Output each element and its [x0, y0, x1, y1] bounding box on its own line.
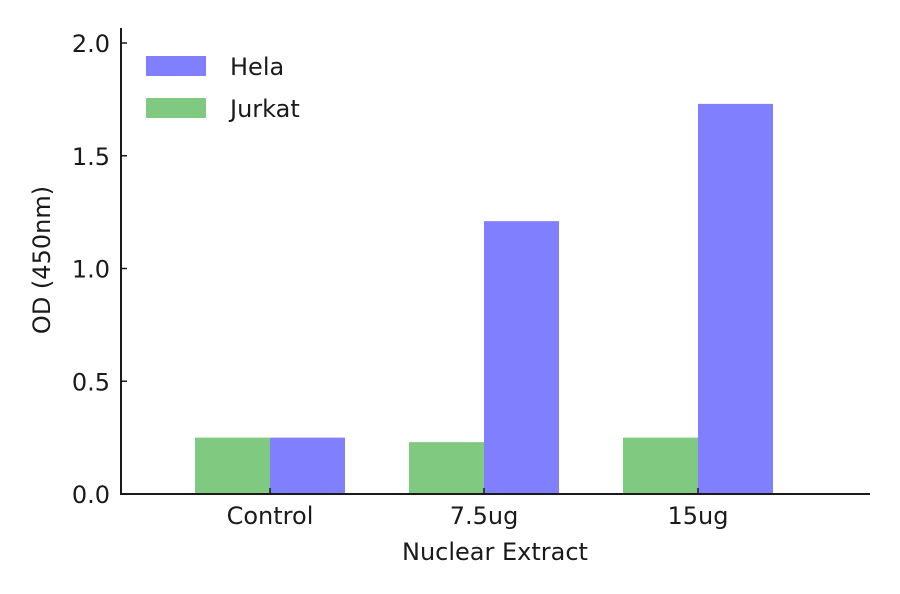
y-tick-label: 1.0: [72, 256, 110, 284]
x-axis-ticks: Control 7.5ug 15ug: [227, 488, 729, 530]
x-tick-label: 15ug: [668, 502, 729, 530]
legend-swatch-jurkat: [146, 98, 206, 118]
bars-group: [195, 103, 773, 494]
legend: Hela Jurkat: [146, 53, 300, 123]
y-tick-label: 0.5: [72, 368, 110, 396]
bar-jurkat-15ug: [623, 437, 698, 494]
x-tick-label: 7.5ug: [450, 502, 519, 530]
legend-label-jurkat: Jurkat: [228, 95, 300, 123]
bar-hela-75ug: [484, 221, 559, 494]
legend-label-hela: Hela: [230, 53, 284, 81]
y-axis-ticks: 0.0 0.5 1.0 1.5 2.0: [72, 30, 127, 509]
x-tick-label: Control: [227, 502, 314, 530]
bar-jurkat-75ug: [409, 442, 484, 494]
y-axis-label: OD (450nm): [28, 186, 56, 334]
bar-hela-15ug: [698, 103, 773, 494]
bar-hela-control: [270, 437, 345, 494]
y-tick-label: 2.0: [72, 30, 110, 58]
y-tick-label: 1.5: [72, 143, 110, 171]
y-tick-label: 0.0: [72, 481, 110, 509]
x-axis-label: Nuclear Extract: [402, 538, 588, 566]
legend-swatch-hela: [146, 56, 206, 76]
bar-jurkat-control: [195, 437, 270, 494]
